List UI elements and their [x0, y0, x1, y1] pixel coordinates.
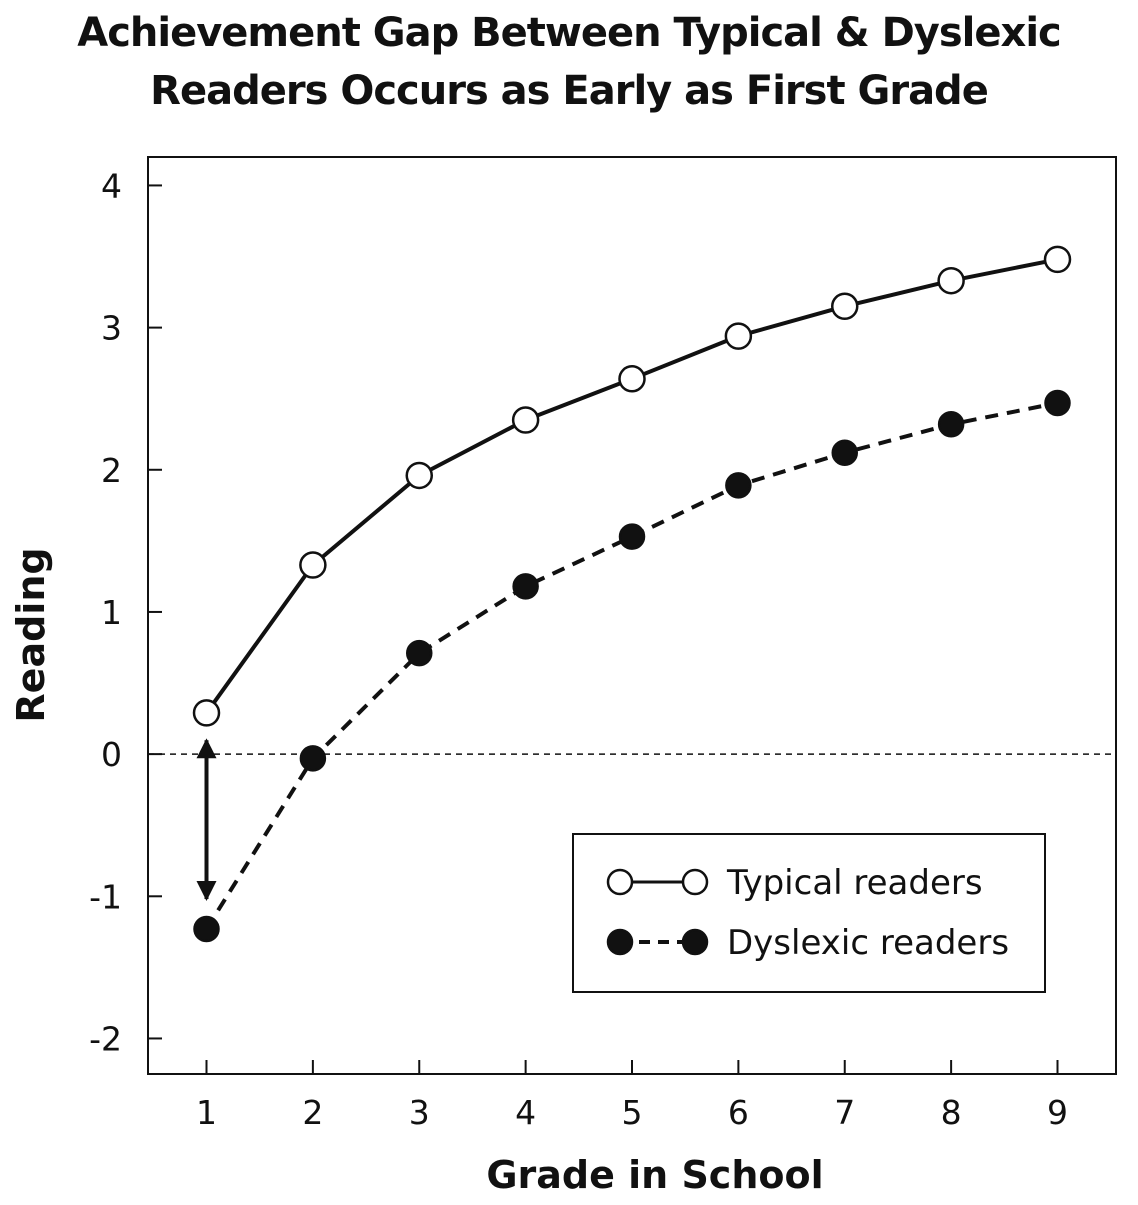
data-point-typical — [830, 292, 859, 321]
legend-swatch-marker — [606, 868, 634, 896]
data-point-dyslexic — [299, 745, 327, 772]
x-tick-label: 2 — [302, 1093, 323, 1132]
x-tick-label: 4 — [515, 1093, 536, 1132]
y-axis: 4 3 2 1 0 -1 -2 — [89, 166, 162, 1058]
x-tick-label: 8 — [941, 1093, 962, 1132]
legend-swatch-marker — [681, 928, 709, 956]
x-tick-label: 7 — [834, 1093, 855, 1132]
x-axis: 1 2 3 4 5 6 7 8 9 — [196, 1060, 1068, 1132]
y-tick-label: -2 — [89, 1019, 122, 1058]
y-tick-label: 4 — [101, 166, 122, 205]
legend-swatch-marker — [606, 928, 634, 956]
x-tick-label: 5 — [622, 1093, 643, 1132]
y-tick-label: -1 — [89, 877, 122, 916]
data-point-typical — [192, 699, 221, 727]
data-point-dyslexic — [937, 411, 965, 438]
data-point-dyslexic — [406, 639, 433, 667]
y-tick-label: 0 — [101, 735, 122, 774]
data-point-typical — [1043, 245, 1072, 274]
x-tick-label: 9 — [1047, 1093, 1068, 1132]
chart-title-line-2: Readers Occurs as Early as First Grade — [150, 68, 989, 114]
data-point-dyslexic — [831, 439, 858, 466]
legend: Typical readers Dyslexic readers — [572, 833, 1046, 993]
x-tick-label: 6 — [728, 1093, 749, 1132]
legend-box — [572, 833, 1046, 993]
data-point-dyslexic — [618, 523, 646, 550]
series-line-dyslexic — [204, 401, 1058, 931]
data-point-typical — [299, 551, 327, 579]
data-point-typical — [724, 322, 753, 350]
legend-swatch-marker — [681, 868, 709, 896]
y-tick-label: 1 — [101, 593, 122, 632]
data-point-dyslexic — [725, 472, 752, 499]
data-point-dyslexic — [512, 573, 539, 600]
data-point-typical — [511, 406, 540, 434]
x-axis-label: Grade in School — [486, 1153, 823, 1197]
x-tick-label: 3 — [409, 1093, 430, 1132]
legend-label: Dyslexic readers — [727, 923, 1009, 963]
y-tick-label: 2 — [101, 451, 122, 490]
series-line-typical — [204, 257, 1058, 715]
series-group — [192, 245, 1072, 943]
data-point-dyslexic — [1044, 389, 1071, 417]
data-point-typical — [405, 461, 434, 490]
chart-title-line-1: Achievement Gap Between Typical & Dyslex… — [77, 10, 1062, 56]
chart-title: Achievement Gap Between Typical & Dyslex… — [0, 4, 1138, 120]
y-tick-label: 3 — [101, 309, 122, 348]
data-point-typical — [937, 266, 965, 295]
data-point-typical — [618, 365, 646, 393]
y-axis-label: Reading — [9, 547, 53, 722]
x-tick-label: 1 — [196, 1093, 217, 1132]
data-point-dyslexic — [193, 915, 220, 943]
legend-label: Typical readers — [726, 863, 983, 903]
